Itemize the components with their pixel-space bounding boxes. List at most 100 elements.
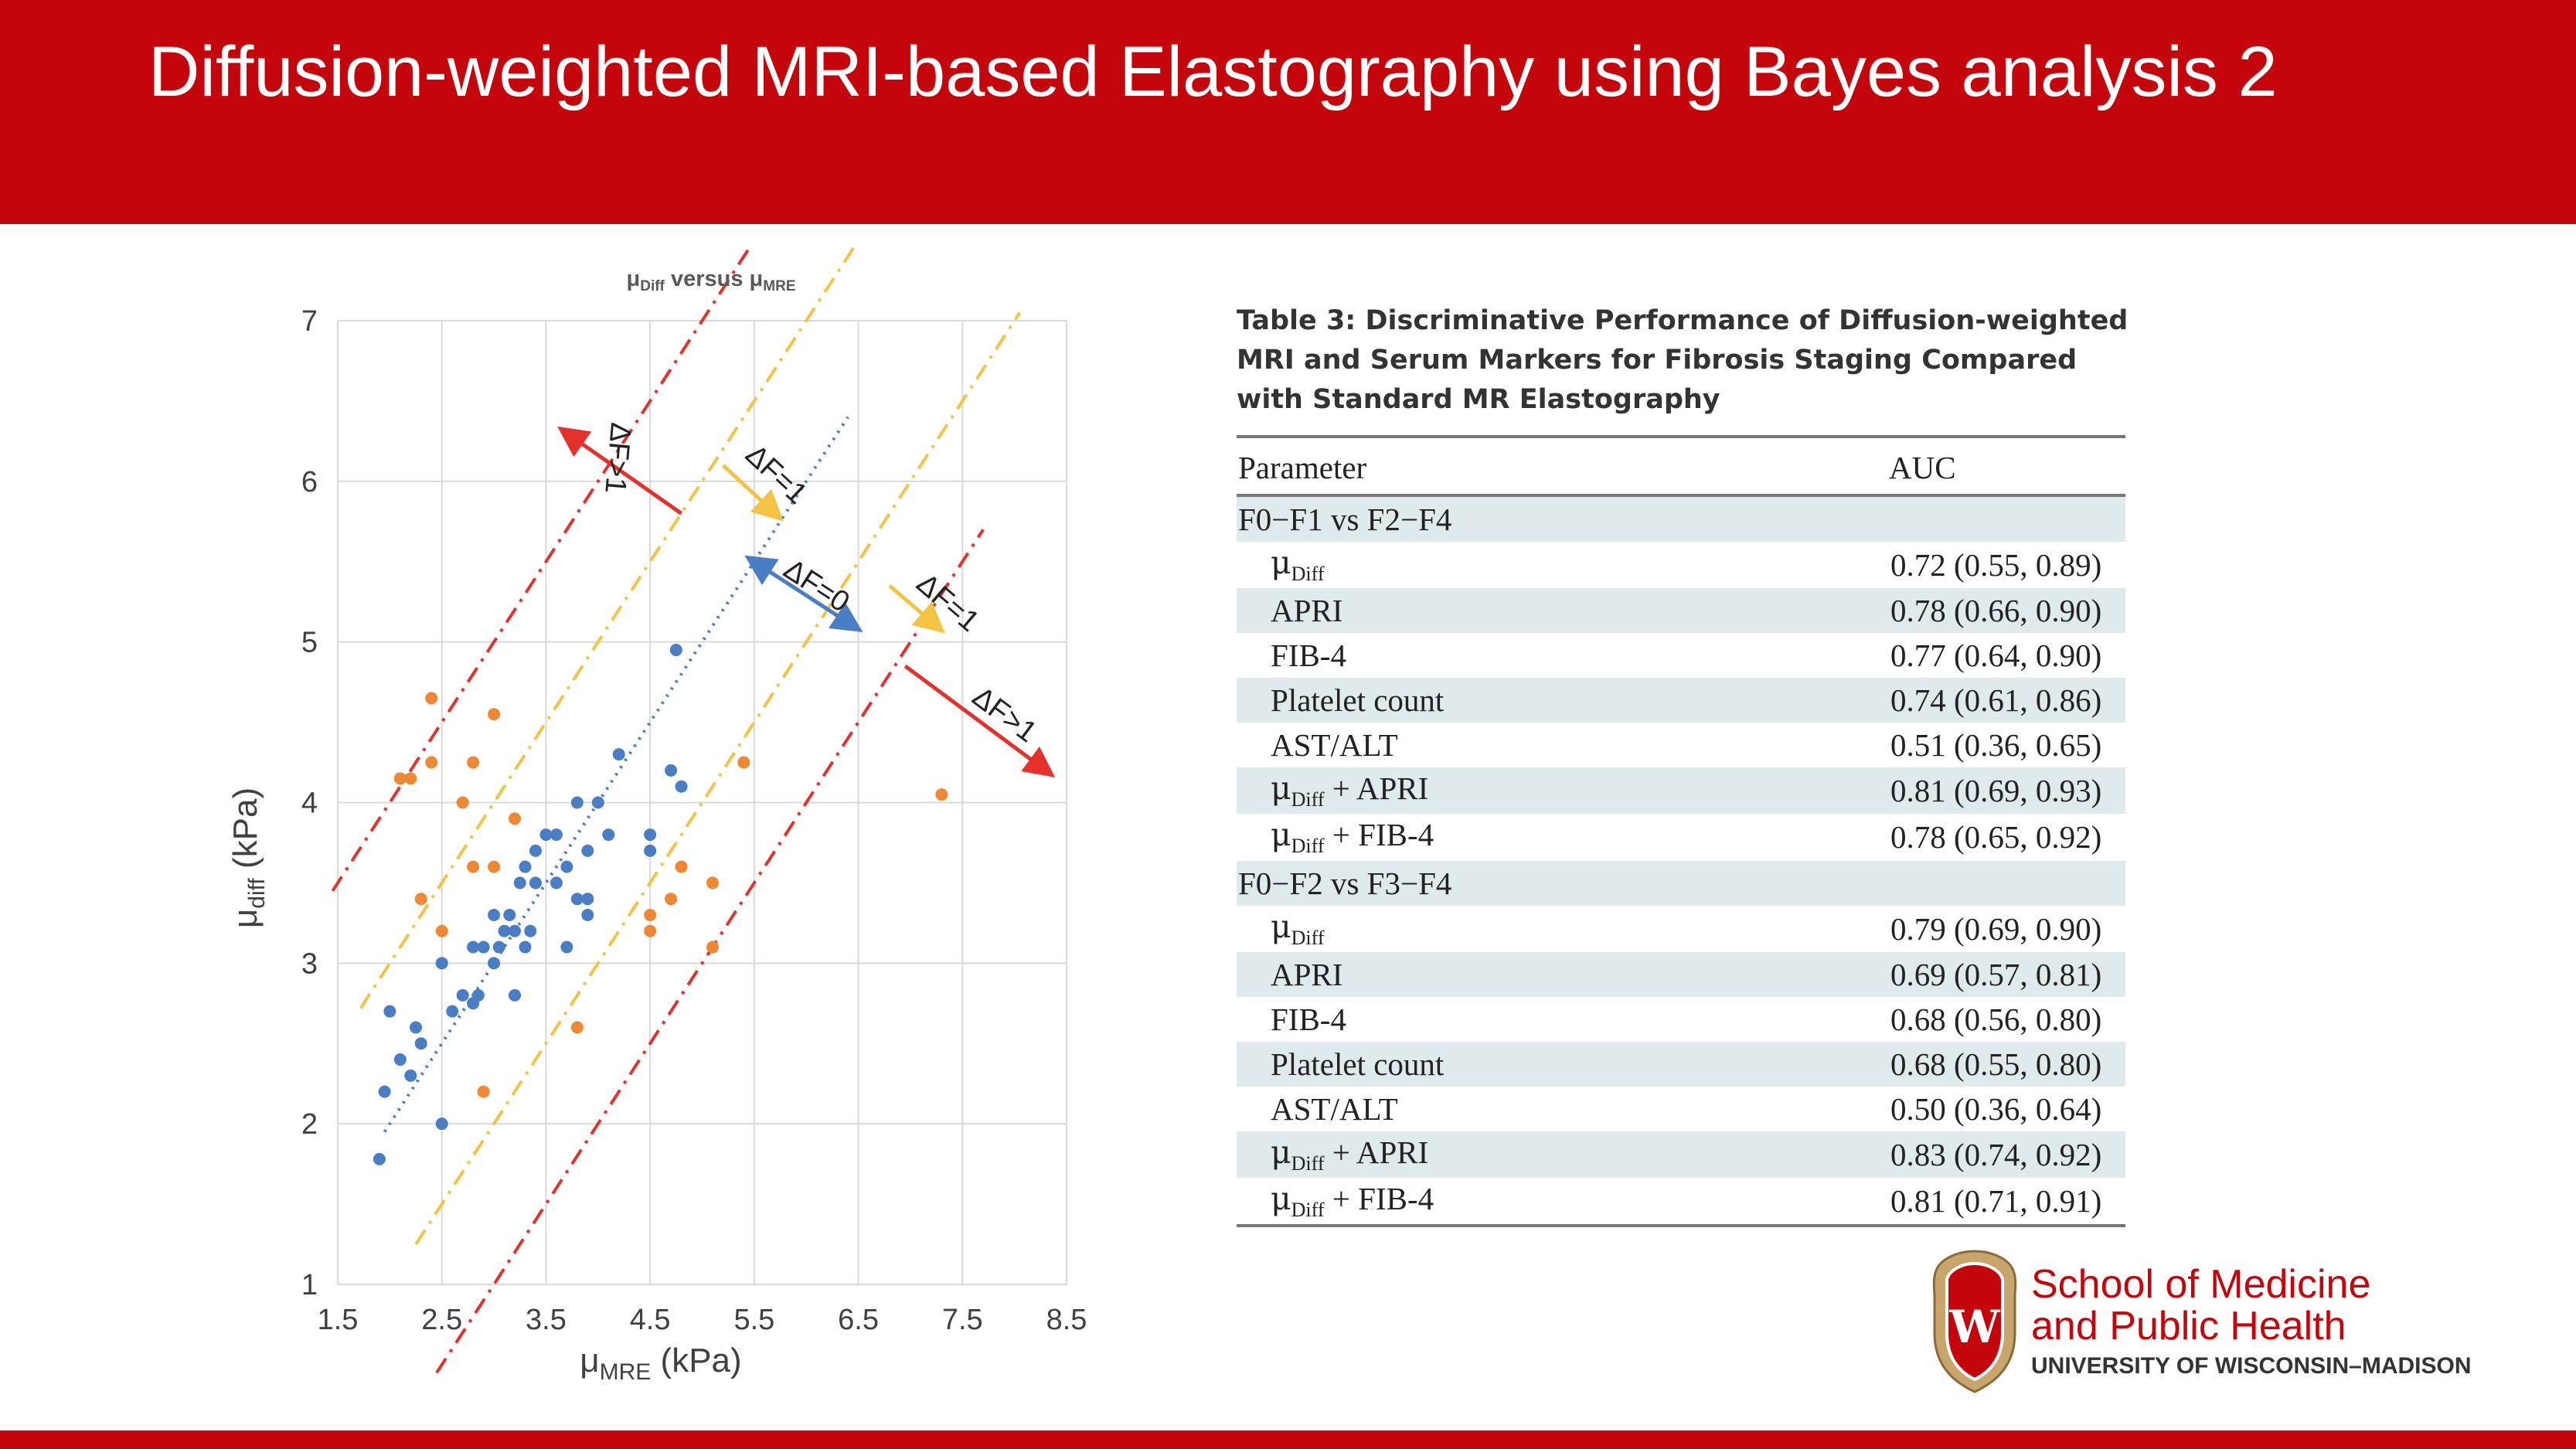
- parameter-cell: FIB-4: [1237, 633, 1887, 678]
- title-bar: Diffusion-weighted MRI-based Elastograph…: [0, 0, 2576, 224]
- parameter-cell: APRI: [1237, 951, 1887, 997]
- x-tick-label: 1.5: [318, 1304, 359, 1336]
- discordant-point: [706, 940, 719, 954]
- discordant-point: [675, 860, 688, 873]
- school-logo: W School of Medicine and Public Health U…: [1928, 1248, 2472, 1403]
- y-tick-label: 7: [301, 305, 318, 338]
- y-tick-label: 3: [301, 947, 318, 980]
- y-tick-label: 2: [301, 1108, 318, 1141]
- concordant-point: [529, 844, 542, 857]
- x-tick-label: 5.5: [733, 1304, 774, 1336]
- concordant-point: [550, 828, 563, 842]
- auc-cell: 0.69 (0.57, 0.81): [1887, 951, 2125, 997]
- annotation-arrow: [903, 664, 1056, 777]
- parameter-cell: μDiff + APRI: [1237, 1131, 1887, 1178]
- concordant-point: [378, 1085, 391, 1098]
- concordant-point: [612, 748, 625, 761]
- concordant-point: [581, 844, 594, 857]
- table-row: μDiff + FIB-4 0.81 (0.71, 0.91): [1237, 1177, 2125, 1228]
- auc-cell: 0.78 (0.66, 0.90): [1887, 588, 2125, 634]
- y-tick-label: 1: [301, 1269, 318, 1301]
- concordant-point: [602, 828, 615, 842]
- auc-cell: 0.81 (0.69, 0.93): [1887, 767, 2125, 815]
- concordant-point: [644, 828, 657, 842]
- concordant-point: [456, 988, 469, 1002]
- concordant-point: [524, 924, 537, 937]
- auc-table: Parameter AUC F0−F1 vs F2−F4 μDiff 0.72 (0…: [1237, 435, 2125, 1228]
- footer-bar: [0, 1430, 2576, 1449]
- parameter-cell: AST/ALT: [1237, 723, 1887, 767]
- x-tick-label: 3.5: [526, 1304, 567, 1336]
- parameter-label: + FIB-4: [1324, 817, 1434, 853]
- x-axis-label: μMRE (kPa): [580, 1342, 741, 1385]
- annotation-label: ΔF=1: [739, 438, 813, 510]
- annotation-arrow: [557, 426, 682, 515]
- auc-cell: 0.79 (0.69, 0.90): [1890, 910, 2102, 947]
- logo-line-3: UNIVERSITY OF WISCONSIN–MADISON: [2031, 1353, 2472, 1379]
- x-tick-label: 6.5: [838, 1304, 879, 1336]
- auc-cell: 0.78 (0.65, 0.92): [1890, 819, 2102, 855]
- parameter-cell: μDiff: [1237, 542, 1887, 588]
- table-row: FIB-4 0.68 (0.56, 0.80): [1237, 997, 2125, 1042]
- discordant-point: [570, 1021, 584, 1034]
- parameter-label: + APRI: [1324, 1134, 1429, 1170]
- concordant-point: [550, 876, 563, 889]
- mu-subscript: Diff: [1291, 1151, 1325, 1175]
- logo-text: School of Medicine and Public Health UNI…: [2031, 1264, 2472, 1379]
- table-row: μDiff + APRI 0.83 (0.74, 0.92): [1237, 1131, 2125, 1178]
- parameter-cell: μDiff + FIB-4: [1237, 1177, 1887, 1228]
- parameter-cell: APRI: [1237, 588, 1887, 634]
- reference-lines: [331, 247, 1022, 1374]
- y-tick-label: 5: [301, 627, 318, 659]
- discordant-point: [425, 756, 438, 769]
- discordant-point: [488, 708, 501, 721]
- concordant-point: [570, 796, 584, 809]
- reference-line: [414, 311, 1022, 1246]
- parameter-cell: μDiff: [1237, 906, 1887, 952]
- discordant-point: [644, 908, 657, 921]
- x-tick-label: 7.5: [942, 1304, 983, 1336]
- logo-line-1: School of Medicine: [2031, 1262, 2371, 1307]
- discordant-point: [414, 893, 427, 906]
- reference-line: [383, 416, 849, 1133]
- parameter-label: APRI: [1271, 956, 1343, 992]
- discordant-point: [467, 860, 480, 873]
- concordant-point: [383, 1005, 396, 1018]
- table-row: μDiff 0.79 (0.69, 0.90): [1237, 906, 2125, 952]
- tick-labels: 1.5 2.5 3.5 4.5 5.5 6.5 7.5 8.5 1 2 3 4 5 6 7: [301, 305, 1087, 1336]
- caption-line: Table 3: Discriminative Performance of D…: [1237, 305, 2129, 336]
- parameter-cell: μDiff + APRI: [1237, 767, 1887, 815]
- scatter-chart: ΔF>1 ΔF=1ΔF=0 ΔF=1ΔF>1 1.5 2.5 3.5 4.5 5.5 6.5 7…: [226, 247, 1087, 1385]
- concordant-point: [665, 764, 678, 777]
- discordant-point: [477, 1085, 490, 1098]
- table-row: μDiff 0.72 (0.55, 0.89): [1237, 542, 2125, 588]
- auc-cell: 0.81 (0.71, 0.91): [1887, 1177, 2125, 1228]
- concordant-point: [570, 893, 584, 906]
- concordant-point: [471, 988, 485, 1002]
- discordant-point: [935, 788, 948, 801]
- concordant-point: [488, 908, 501, 921]
- discordant-point: [467, 756, 480, 769]
- annotation-arrow: [888, 584, 945, 634]
- auc-cell: 0.50 (0.36, 0.64): [1890, 1090, 2102, 1127]
- mu-symbol: μ: [1271, 770, 1291, 808]
- auc-cell: 0.68 (0.55, 0.80): [1887, 1041, 2125, 1087]
- annotations: ΔF>1 ΔF=1ΔF=0 ΔF=1ΔF>1: [557, 421, 1056, 777]
- y-tick-label: 4: [301, 787, 318, 820]
- table-caption: Table 3: Discriminative Performance of D…: [1237, 301, 2129, 420]
- parameter-cell: μDiff + FIB-4: [1237, 814, 1887, 860]
- concordant-point: [560, 860, 573, 873]
- logo-line-2: and Public Health: [2031, 1304, 2346, 1349]
- mu-symbol: μ: [1271, 1179, 1291, 1217]
- svg-text:W: W: [1948, 1301, 2000, 1353]
- table-row: AST/ALT 0.50 (0.36, 0.64): [1237, 1087, 2125, 1131]
- parameter-label: Platelet count: [1271, 682, 1445, 719]
- x-tick-label: 8.5: [1046, 1304, 1087, 1336]
- discordant-point: [665, 893, 678, 906]
- concordant-point: [446, 1005, 459, 1018]
- mu-symbol: μ: [1271, 907, 1291, 945]
- table-row: μDiff + APRI 0.81 (0.69, 0.93): [1237, 767, 2125, 815]
- parameter-label: Platelet count: [1271, 1046, 1445, 1082]
- concordant-point: [669, 644, 682, 657]
- concordant-point: [509, 988, 522, 1002]
